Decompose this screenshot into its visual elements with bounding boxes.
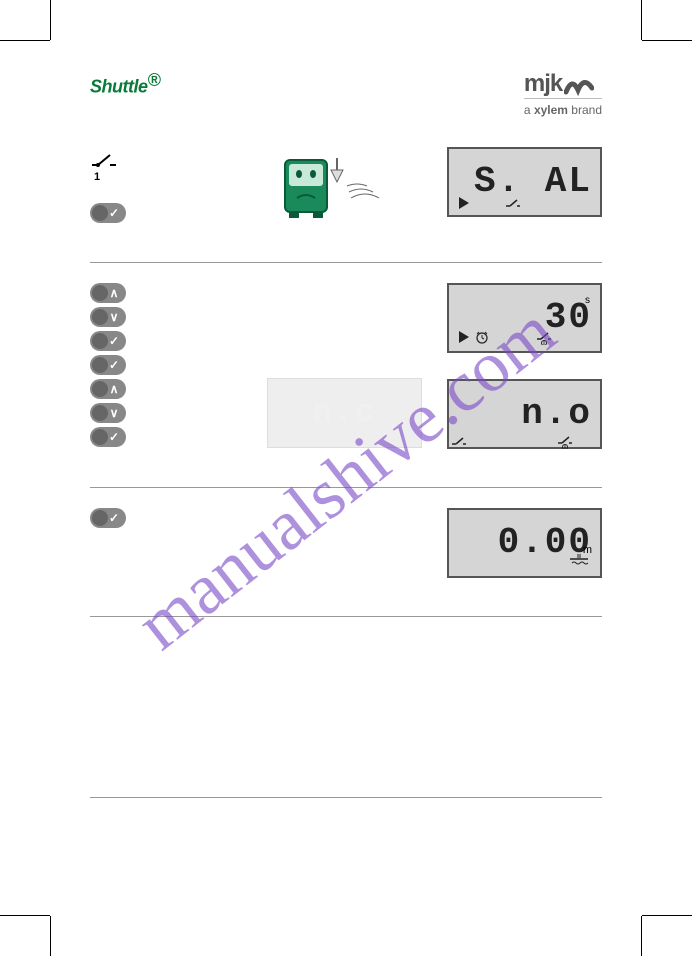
water-level-icon	[568, 553, 590, 570]
footer-divider	[90, 797, 602, 798]
clock-icon	[475, 330, 489, 344]
section3-display: 0.00 m	[437, 508, 602, 586]
crop-mark	[0, 915, 50, 916]
switch-small-icon	[505, 198, 521, 208]
section-2: ∧ ∨ ✓ ✓ ∧ ∨ ✓ n.c 1	[90, 283, 602, 488]
mjk-text: mjk	[524, 70, 562, 98]
tagline-b: brand	[568, 103, 602, 117]
section-1: 1 ✓	[90, 147, 602, 263]
lcd1-value: S. AL	[474, 164, 592, 200]
tagline-a: a	[524, 103, 534, 117]
crop-mark	[50, 0, 51, 40]
lcd-display-3: 0.00 m	[447, 508, 602, 578]
crop-mark	[641, 0, 642, 40]
page-content: Shuttle® mjk a xylem brand 1	[50, 40, 642, 916]
play-icon	[459, 331, 469, 343]
lcd-display-2b: n.o	[447, 379, 602, 449]
down-button: ∨	[90, 403, 126, 423]
lcd-display-faded: n.c 1	[267, 378, 422, 448]
switch-1-icon: 1	[336, 420, 354, 436]
confirm-button: ✓	[90, 508, 126, 528]
section1-display: S. AL	[437, 147, 602, 225]
section2-mid: n.c 1	[155, 283, 422, 456]
registered-mark: ®	[148, 70, 161, 90]
tagline-brand: xylem	[534, 103, 568, 117]
confirm-button: ✓	[90, 331, 126, 351]
switch-number: 1	[94, 171, 100, 183]
shuttle-logo-text: Shuttle	[90, 76, 148, 96]
up-button: ∧	[90, 379, 126, 399]
section3-mid	[155, 508, 422, 513]
crop-mark	[50, 916, 51, 956]
section2-displays: 30 s	[437, 283, 602, 457]
mjk-tagline: a xylem brand	[524, 98, 602, 117]
crop-mark	[642, 915, 692, 916]
switch-open-icon	[90, 147, 118, 171]
section-3: ✓ 0.00 m	[90, 508, 602, 617]
section1-icons: 1 ✓	[90, 147, 140, 223]
up-button: ∧	[90, 283, 126, 303]
page-header: Shuttle® mjk a xylem brand	[90, 70, 602, 127]
lcd2a-unit: s	[585, 295, 590, 306]
device-sad-icon	[275, 152, 385, 227]
play-icon	[459, 197, 469, 209]
mjk-swoosh-icon	[564, 72, 594, 96]
confirm-button: ✓	[90, 355, 126, 375]
switch-1-icon	[535, 329, 553, 345]
section2-icons: ∧ ∨ ✓ ✓ ∧ ∨ ✓	[90, 283, 140, 447]
section3-icons: ✓	[90, 508, 140, 528]
switch-1-icon	[556, 433, 574, 449]
crop-mark	[0, 40, 50, 41]
lcd-display-1: S. AL	[447, 147, 602, 217]
shuttle-logo: Shuttle®	[90, 70, 160, 97]
crop-mark	[641, 916, 642, 956]
confirm-button: ✓	[90, 427, 126, 447]
lcd2b-value: n.o	[521, 396, 592, 432]
down-button: ∨	[90, 307, 126, 327]
switch-small-icon	[451, 436, 467, 446]
section1-graphic	[155, 147, 422, 232]
svg-text:1: 1	[343, 431, 347, 436]
crop-mark	[642, 40, 692, 41]
mjk-logo-block: mjk a xylem brand	[524, 70, 602, 117]
lcd-display-2a: 30 s	[447, 283, 602, 353]
mjk-logo: mjk	[524, 70, 602, 98]
confirm-button: ✓	[90, 203, 126, 223]
